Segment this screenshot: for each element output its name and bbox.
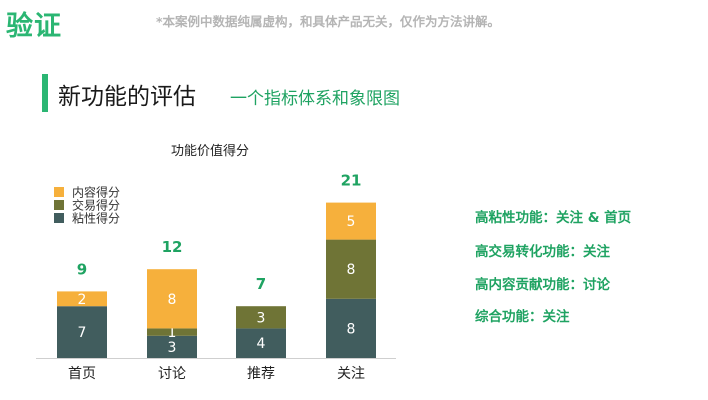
legend-swatch	[54, 187, 64, 197]
total-label: 9	[77, 260, 87, 278]
total-label: 21	[341, 172, 362, 190]
legend-label: 交易得分	[72, 198, 120, 213]
heading-accent-bar	[42, 74, 48, 112]
legend-label: 内容得分	[72, 185, 120, 200]
x-tick-label: 关注	[337, 366, 365, 382]
legend-label: 粘性得分	[72, 211, 120, 226]
bar-segment	[236, 306, 286, 329]
data-label: 3	[257, 310, 266, 326]
bar-segment	[326, 298, 376, 358]
x-tick-label: 讨论	[158, 366, 186, 382]
bar-segment	[57, 306, 107, 358]
bar-segment	[326, 239, 376, 299]
data-label: 1	[168, 325, 177, 341]
bar-segment	[147, 335, 197, 358]
data-label: 8	[168, 292, 177, 308]
slide-title: 验证	[6, 11, 62, 42]
insight-high-content: 高内容贡献功能：讨论	[475, 277, 610, 293]
data-label: 3	[168, 340, 177, 356]
x-tick-label: 首页	[68, 366, 96, 382]
bar-segment	[147, 269, 197, 329]
legend-swatch	[54, 200, 64, 210]
data-label: 8	[347, 321, 356, 337]
x-tick-label: 推荐	[247, 366, 275, 382]
insight-high-stickiness: 高粘性功能：关注 & 首页	[475, 210, 632, 226]
data-label: 4	[257, 336, 266, 352]
data-label: 8	[347, 262, 356, 278]
section-heading: 新功能的评估	[58, 84, 196, 110]
data-label: 7	[78, 325, 87, 341]
insight-comprehensive: 综合功能：关注	[475, 309, 570, 325]
chart-title: 功能价值得分	[170, 144, 249, 159]
total-label: 7	[256, 275, 266, 293]
bar-segment	[57, 291, 107, 307]
bar-segment	[147, 328, 197, 336]
insight-high-transaction: 高交易转化功能：关注	[475, 244, 610, 260]
legend-swatch	[54, 213, 64, 223]
bar-segment	[326, 202, 376, 240]
total-label: 12	[162, 238, 183, 256]
data-label: 2	[78, 292, 87, 308]
disclaimer-note: *本案例中数据纯属虚构，和具体产品无关，仅作为方法讲解。	[156, 14, 501, 29]
data-label: 5	[347, 214, 356, 230]
bar-segment	[236, 328, 286, 358]
section-subheading: 一个指标体系和象限图	[230, 89, 400, 109]
